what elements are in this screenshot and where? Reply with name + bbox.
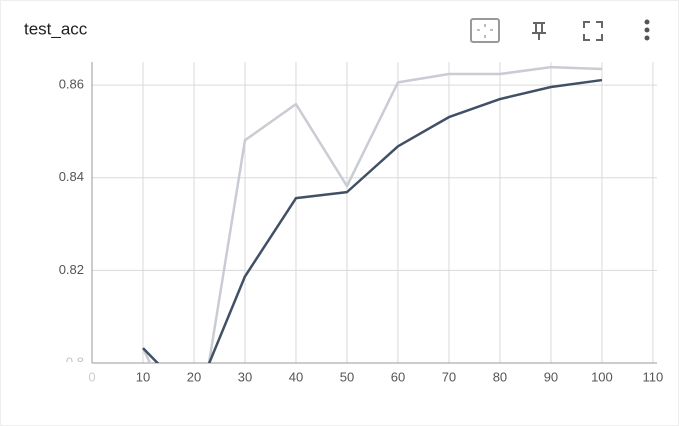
y-tick-label: 0.82 <box>59 262 84 277</box>
menu-button[interactable] <box>644 19 650 41</box>
x-tick-label: 20 <box>187 369 201 384</box>
x-tick-label: 70 <box>442 369 456 384</box>
x-tick-label: 110 <box>643 369 664 384</box>
tick-labels: 0.8 0.82 0.84 0.86 0 10 20 30 40 50 60 70 80 90 100 110 <box>59 77 664 385</box>
x-tick-label: 40 <box>289 369 303 384</box>
x-tick-label: 90 <box>544 369 558 384</box>
x-tick-label: 80 <box>493 369 507 384</box>
y-tick-label: 0.84 <box>59 169 84 184</box>
x-tick-label: 30 <box>238 369 252 384</box>
grid <box>91 62 657 364</box>
x-tick-label: 10 <box>136 369 150 384</box>
x-tick-label: 60 <box>391 369 405 384</box>
series-line <box>142 78 603 363</box>
plot-area <box>141 65 603 363</box>
fit-domain-button[interactable] <box>470 18 500 43</box>
y-tick-label: 0.8 <box>66 354 84 369</box>
pin-button[interactable] <box>532 22 546 40</box>
x-tick-label: 100 <box>591 369 613 384</box>
toolbar <box>470 18 650 43</box>
fullscreen-button[interactable] <box>583 21 603 41</box>
series-line <box>141 65 602 363</box>
chart-title: test_acc <box>24 19 88 38</box>
x-tick-label: 50 <box>340 369 354 384</box>
x-tick-label: 0 <box>88 369 95 384</box>
y-tick-label: 0.86 <box>59 77 84 92</box>
